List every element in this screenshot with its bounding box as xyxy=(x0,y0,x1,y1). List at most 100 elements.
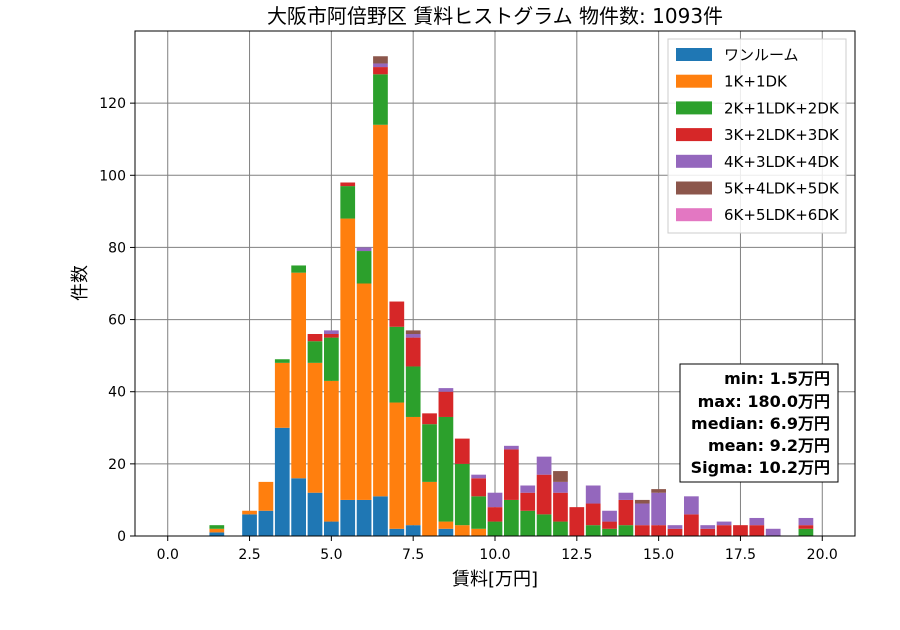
bar-segment xyxy=(618,499,634,526)
bar-segment xyxy=(585,525,601,536)
bar-segment xyxy=(667,528,683,536)
bar-segment xyxy=(651,492,666,526)
legend-swatch xyxy=(676,74,712,88)
legend-label: 4K+3LDK+4DK xyxy=(724,153,840,171)
bar-segment xyxy=(422,481,437,536)
y-tick-label: 20 xyxy=(108,457,126,473)
bar-segment xyxy=(438,521,454,529)
bar-segment xyxy=(651,489,666,493)
x-tick-label: 12.5 xyxy=(561,547,592,563)
stat-max: max: 180.0万円 xyxy=(698,392,830,411)
bar-segment xyxy=(389,326,405,403)
bar-segment xyxy=(291,272,306,479)
bar-segment xyxy=(274,359,290,363)
bar-segment xyxy=(324,330,339,334)
bar-segment xyxy=(716,525,732,536)
stat-sigma: Sigma: 10.2万円 xyxy=(691,458,830,477)
bar-segment xyxy=(242,514,257,536)
bars xyxy=(209,56,814,536)
bar-segment xyxy=(536,514,552,536)
bar-segment xyxy=(356,499,372,536)
bar-segment xyxy=(242,510,257,515)
bar-segment xyxy=(634,503,650,526)
bar-segment xyxy=(634,525,650,536)
bar-segment xyxy=(618,525,634,536)
bar-segment xyxy=(798,517,814,526)
bar-segment xyxy=(504,499,519,536)
bar-segment xyxy=(258,510,274,536)
bar-segment xyxy=(454,525,470,536)
bar-segment xyxy=(438,391,454,417)
bar-segment xyxy=(700,528,716,536)
legend-label: 3K+2LDK+3DK xyxy=(724,126,840,144)
bar-segment xyxy=(438,388,454,392)
bar-segment xyxy=(569,507,585,536)
bar-segment xyxy=(209,532,225,536)
bar-segment xyxy=(749,525,765,536)
bar-segment xyxy=(307,492,323,536)
bar-segment xyxy=(798,528,814,536)
bar-segment xyxy=(520,510,536,536)
legend: ワンルーム 1K+1DK 2K+1LDK+2DK 3K+2LDK+3DK 4K+3LDK… xyxy=(667,38,847,234)
bar-segment xyxy=(307,362,323,493)
stats-frame xyxy=(679,363,839,483)
legend-swatch xyxy=(676,181,712,195)
legend-label: ワンルーム xyxy=(724,46,799,64)
bar-segment xyxy=(602,521,617,529)
legend-swatch xyxy=(676,208,712,222)
bar-segment xyxy=(585,503,601,526)
legend-swatch xyxy=(676,128,712,142)
bar-segment xyxy=(667,525,683,529)
bar-segment xyxy=(454,463,470,526)
legend-label: 6K+5LDK+6DK xyxy=(724,206,840,224)
y-tick-label: 120 xyxy=(99,96,126,112)
bar-segment xyxy=(553,492,568,522)
x-tick-label: 15.0 xyxy=(643,547,674,563)
bar-segment xyxy=(291,265,306,273)
bar-segment xyxy=(602,528,617,536)
bar-segment xyxy=(504,445,519,450)
stat-median: median: 6.9万円 xyxy=(691,414,830,433)
bar-segment xyxy=(634,499,650,504)
legend-label: 1K+1DK xyxy=(724,73,788,91)
bar-segment xyxy=(274,362,290,428)
legend-swatch xyxy=(676,48,712,61)
bar-segment xyxy=(684,496,699,515)
bar-segment xyxy=(405,334,421,338)
legend-label: 5K+4LDK+5DK xyxy=(724,180,840,198)
y-tick-label: 0 xyxy=(117,529,126,545)
x-tick-label: 0.0 xyxy=(157,547,179,563)
bar-segment xyxy=(389,402,405,529)
stats-box: min: 1.5万円 max: 180.0万円 median: 6.9万円 me… xyxy=(679,363,839,483)
legend-swatch xyxy=(676,101,712,115)
bar-segment xyxy=(389,301,405,327)
bar-segment xyxy=(405,366,421,417)
bar-segment xyxy=(438,416,454,522)
bar-segment xyxy=(405,330,421,334)
x-ticks: 0.0 2.5 5.0 7.5 10.0 12.5 15.0 17.5 20.0 xyxy=(157,536,838,563)
bar-segment xyxy=(438,528,454,536)
bar-segment xyxy=(324,337,339,381)
bar-segment xyxy=(324,334,339,338)
x-tick-label: 7.5 xyxy=(402,547,424,563)
bar-segment xyxy=(405,525,421,536)
x-tick-label: 5.0 xyxy=(320,547,342,563)
x-tick-label: 17.5 xyxy=(725,547,756,563)
bar-segment xyxy=(536,474,552,515)
bar-segment xyxy=(373,496,388,536)
bar-segment xyxy=(373,63,388,68)
x-tick-label: 20.0 xyxy=(807,547,838,563)
y-tick-label: 100 xyxy=(99,168,126,184)
bar-segment xyxy=(749,517,765,526)
bar-segment xyxy=(733,525,748,536)
bar-segment xyxy=(324,380,339,522)
bar-segment xyxy=(373,124,388,497)
bar-segment xyxy=(340,182,356,187)
stat-min: min: 1.5万円 xyxy=(724,369,830,388)
x-tick-label: 10.0 xyxy=(479,547,510,563)
stat-mean: mean: 9.2万円 xyxy=(708,436,830,455)
legend-swatch xyxy=(676,154,712,168)
bar-segment xyxy=(209,528,225,533)
bar-segment xyxy=(307,341,323,363)
y-ticks: 0 20 40 60 80 100 120 xyxy=(99,96,135,545)
